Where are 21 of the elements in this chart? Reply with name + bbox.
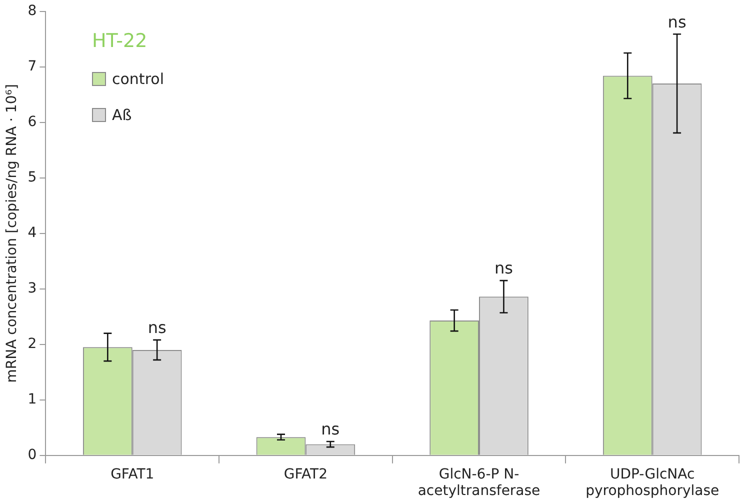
y-tick-label: 6 <box>28 114 37 130</box>
x-tick-label: GlcN-6-P N-acetyltransferase <box>418 466 540 500</box>
y-axis-title: mRNA concentration [copies/ng RNA · 10⁶] <box>4 84 20 383</box>
text: HT-22 <box>92 30 148 52</box>
y-tick-label: 5 <box>28 170 37 186</box>
annotation: ns <box>668 12 686 32</box>
y-tick-label: 8 <box>28 3 37 20</box>
y-tick-label: 0 <box>28 447 37 464</box>
legend-label: control <box>112 70 164 88</box>
annotation: ns <box>494 258 513 278</box>
x-tick-label: UDP-GlcNAc pyrophosphorylase <box>586 466 720 500</box>
y-tick-label: 1 <box>28 392 37 408</box>
y-tick-label: 2 <box>28 336 37 352</box>
x-tick-label: GFAT1 <box>110 466 154 482</box>
legend-label: Aß <box>112 106 132 124</box>
y-tick-label: 4 <box>28 225 37 242</box>
x-tick-label: GFAT2 <box>284 466 328 482</box>
y-tick-label: 3 <box>28 280 37 297</box>
annotation: ns <box>148 318 166 338</box>
y-tick-label: 7 <box>28 58 37 75</box>
annotation: ns <box>321 420 340 439</box>
